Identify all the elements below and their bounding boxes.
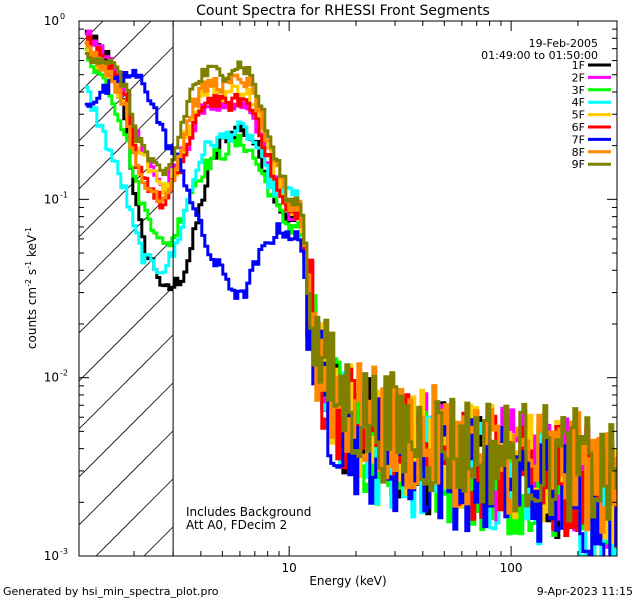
y-tick-exponent: -3	[60, 547, 68, 556]
legend-label-4F: 4F	[572, 96, 585, 109]
hatch-line	[79, 430, 174, 526]
hatch-line	[79, 334, 174, 430]
hatch-line	[79, 21, 104, 46]
attenuator-note: Att A0, FDecim 2	[186, 518, 287, 532]
legend-label-9F: 9F	[572, 158, 585, 171]
x-axis-label: Energy (keV)	[309, 574, 386, 588]
legend-label-8F: 8F	[572, 146, 585, 159]
series-9F-line	[84, 52, 617, 523]
legend-label-6F: 6F	[572, 121, 585, 134]
hatch-line	[95, 478, 174, 556]
y-tick-label: 10	[44, 192, 59, 206]
y-tick-exponent: -2	[60, 369, 68, 378]
y-tick-label: 10	[44, 371, 59, 385]
hatch-line	[79, 190, 174, 286]
time-range-label: 01:49:00 to 01:50:00	[481, 49, 598, 62]
legend-label-2F: 2F	[572, 71, 585, 84]
legend-label-3F: 3F	[572, 84, 585, 97]
chart-title: Count Spectra for RHESSI Front Segments	[196, 3, 490, 19]
x-tick-label: 10	[282, 561, 297, 575]
hatch-line	[79, 286, 174, 382]
legend-label-1F: 1F	[572, 59, 585, 72]
date-label: 19-Feb-2005	[529, 37, 598, 50]
axis-ticks	[79, 20, 618, 557]
generated-by-footer: Generated by hsi_min_spectra_plot.pro	[3, 585, 219, 598]
series-layer	[84, 29, 617, 556]
plot-frame	[78, 20, 618, 557]
y-tick-label: 10	[44, 549, 59, 563]
hatch-line	[79, 21, 152, 94]
timestamp-footer: 9-Apr-2023 11:15	[537, 585, 633, 598]
background-note: Includes Background	[186, 505, 311, 519]
hatch-line	[143, 526, 174, 556]
legend-label-7F: 7F	[572, 133, 585, 146]
y-tick-exponent: 0	[60, 12, 65, 21]
hatch-line	[79, 382, 174, 478]
legend-label-5F: 5F	[572, 109, 585, 122]
x-tick-label: 100	[500, 561, 523, 575]
hatch-line	[79, 238, 174, 334]
y-tick-exponent: -1	[60, 190, 68, 199]
y-tick-label: 10	[44, 14, 59, 28]
y-axis-label: counts cm-2 s-1 keV-1	[24, 227, 39, 349]
